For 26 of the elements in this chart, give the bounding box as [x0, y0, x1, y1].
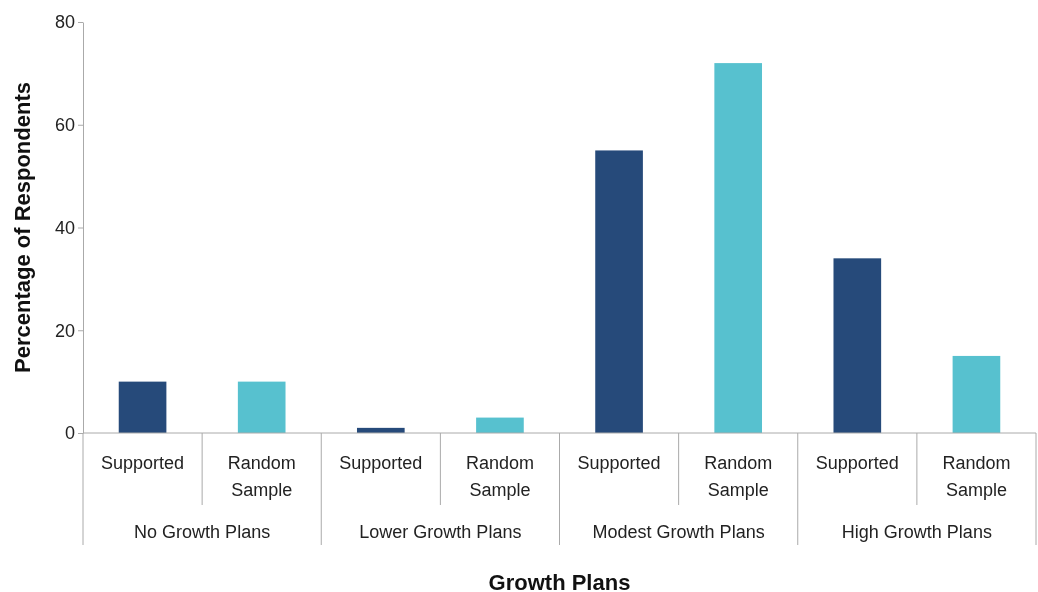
bar [595, 150, 643, 433]
y-tick-label: 0 [64, 423, 75, 444]
y-axis-title: Percentage of Respondents [10, 82, 35, 373]
y-tick-label: 20 [54, 320, 75, 341]
y-tick-label: 80 [54, 12, 75, 33]
text: Supported [577, 453, 661, 473]
bar [952, 355, 1001, 433]
bar [714, 63, 763, 433]
x-axis-title: Growth Plans [488, 570, 631, 592]
text: Random Sample [704, 453, 773, 500]
text: Supported [339, 453, 423, 473]
x-tick-label: No Growth Plans [134, 522, 271, 542]
bar [476, 417, 524, 433]
bar [118, 381, 167, 433]
x-tick-label: High Growth Plans [841, 522, 992, 542]
x-tick-label: Modest Growth Plans [592, 522, 765, 542]
bar [237, 381, 286, 433]
text: Random Sample [942, 453, 1011, 500]
text: Supported [815, 453, 899, 473]
text: Random Sample [465, 453, 534, 500]
y-tick-label: 40 [54, 217, 75, 238]
bar [833, 258, 882, 433]
y-tick-label: 60 [54, 115, 75, 136]
series-label: Supported [101, 453, 185, 473]
x-tick-label: Lower Growth Plans [359, 522, 522, 542]
series-label: Random Sample [227, 453, 296, 500]
